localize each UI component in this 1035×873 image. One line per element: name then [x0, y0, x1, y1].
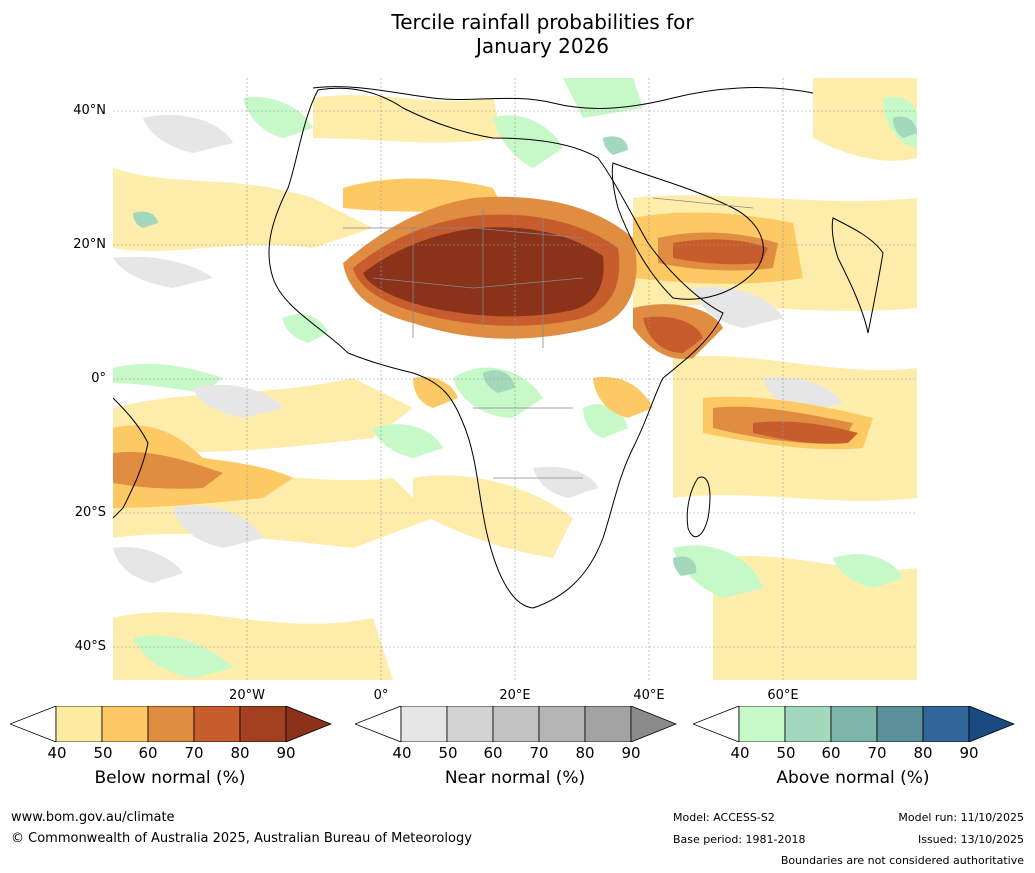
lon-label-20e: 20°E — [499, 688, 531, 703]
tick-label: 90 — [276, 744, 296, 762]
colorbar-extension-high — [968, 705, 1016, 743]
website-link[interactable]: www.bom.gov.au/climate — [11, 810, 175, 825]
india-coastline — [831, 217, 884, 334]
tick-label: 70 — [529, 744, 549, 762]
graticule — [113, 78, 917, 680]
tick-label: 50 — [93, 744, 113, 762]
tick-label: 70 — [184, 744, 204, 762]
map-title: Tercile rainfall probabilities for Janua… — [0, 10, 1035, 58]
south-america-coastline — [113, 397, 149, 519]
lat-label-equator: 0° — [91, 371, 106, 386]
map-svg — [113, 78, 917, 680]
madagascar-coastline — [686, 476, 711, 538]
colorbar-near-label: Near normal (%) — [444, 768, 586, 788]
country-boundaries — [343, 197, 754, 479]
tick-label: 90 — [621, 744, 641, 762]
tick-label: 60 — [483, 744, 503, 762]
colorbar-segment — [738, 705, 786, 743]
africa-coastline — [268, 87, 724, 609]
title-line-1: Tercile rainfall probabilities for — [391, 10, 694, 34]
colorbar-below-normal — [8, 705, 333, 743]
model-name: Model: ACCESS-S2 — [673, 811, 775, 824]
title-line-2: January 2026 — [475, 34, 610, 58]
tick-label: 60 — [821, 744, 841, 762]
tick-label: 80 — [230, 744, 250, 762]
colorbar-segment — [830, 705, 878, 743]
tick-label: 50 — [776, 744, 796, 762]
colorbar-extension-high — [630, 705, 678, 743]
below-normal-80-areas — [643, 239, 858, 444]
colorbar-segment — [492, 705, 540, 743]
colorbar-segment — [239, 705, 287, 743]
lon-label-40e: 40°E — [633, 688, 665, 703]
tick-label: 40 — [47, 744, 67, 762]
issued-date: Issued: 13/10/2025 — [917, 833, 1024, 846]
colorbar-segment — [101, 705, 149, 743]
colorbar-below-svg — [8, 705, 333, 743]
colorbar-near-normal — [353, 705, 678, 743]
lon-label-20w: 20°W — [229, 688, 265, 703]
colorbar-extension-low — [8, 705, 57, 743]
lat-label-20s: 20°S — [74, 505, 106, 520]
tick-label: 60 — [138, 744, 158, 762]
colorbar-segment — [400, 705, 448, 743]
lon-label-60e: 60°E — [767, 688, 799, 703]
colorbar-segment — [193, 705, 241, 743]
colorbar-segment — [538, 705, 586, 743]
colorbar-above-svg — [691, 705, 1016, 743]
colorbar-extension-low — [691, 705, 740, 743]
tick-label: 80 — [913, 744, 933, 762]
tick-label: 50 — [438, 744, 458, 762]
tick-label: 80 — [575, 744, 595, 762]
colorbar-above-label: Above normal (%) — [776, 768, 930, 788]
lat-label-40n: 40°N — [73, 103, 106, 118]
tick-label: 40 — [730, 744, 750, 762]
colorbar-extension-high — [285, 705, 333, 743]
model-run-date: Model run: 11/10/2025 — [898, 811, 1024, 824]
rainfall-probability-map — [113, 78, 917, 680]
tick-label: 70 — [867, 744, 887, 762]
above-normal-60-areas — [133, 116, 917, 576]
colorbar-segment — [876, 705, 924, 743]
colorbar-below-label: Below normal (%) — [94, 768, 246, 788]
boundaries-disclaimer: Boundaries are not considered authoritat… — [780, 854, 1024, 867]
colorbar-segment — [147, 705, 195, 743]
colorbar-segment — [784, 705, 832, 743]
arabia-coastline — [611, 162, 764, 300]
tick-label: 40 — [392, 744, 412, 762]
lon-label-0: 0° — [373, 688, 389, 703]
colorbar-above-normal — [691, 705, 1016, 743]
copyright-text: © Commonwealth of Australia 2025, Austra… — [11, 831, 472, 846]
colorbar-segment — [55, 705, 103, 743]
colorbar-extension-low — [353, 705, 402, 743]
colorbar-segment — [922, 705, 970, 743]
lat-label-40s: 40°S — [74, 639, 106, 654]
colorbar-segment — [446, 705, 494, 743]
base-period: Base period: 1981-2018 — [673, 833, 806, 846]
tick-label: 90 — [959, 744, 979, 762]
near-normal-50-areas — [113, 114, 843, 583]
colorbar-segment — [584, 705, 632, 743]
colorbar-near-svg — [353, 705, 678, 743]
europe-coastline — [312, 86, 814, 109]
lat-label-20n: 20°N — [73, 237, 106, 252]
